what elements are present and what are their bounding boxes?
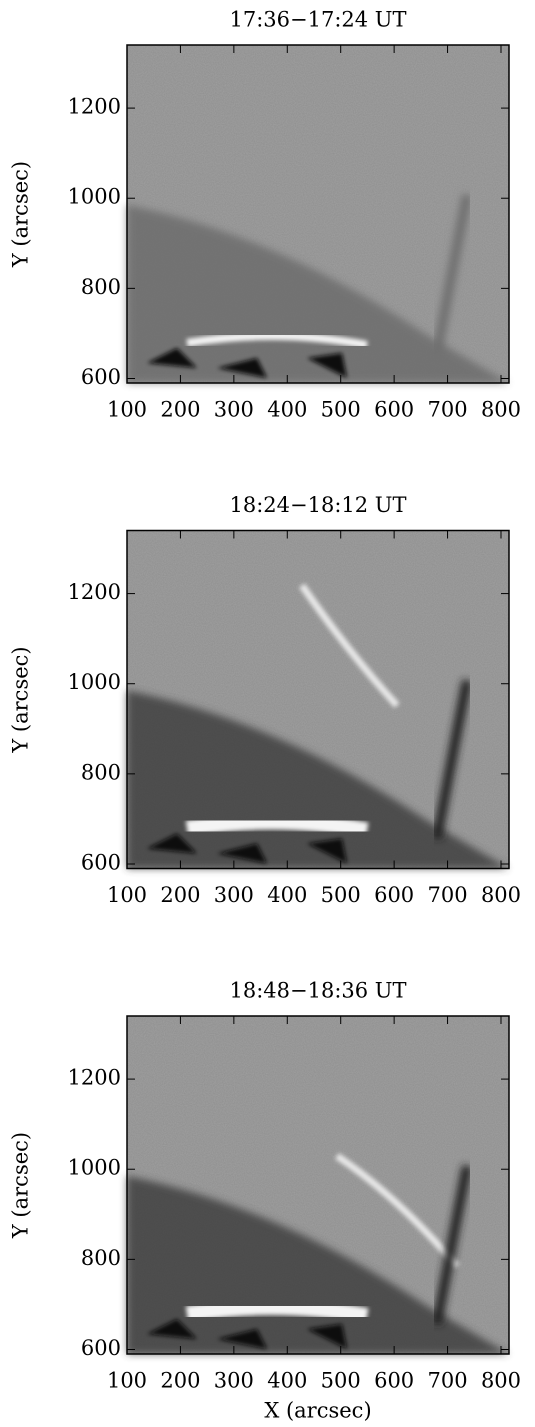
x-tick-label: 300 [214,1369,254,1393]
x-tick-label: 800 [481,883,521,907]
y-tick-label: 600 [81,365,121,389]
bright-band [185,1299,369,1324]
x-tick-label: 700 [428,883,468,907]
x-tick-label: 400 [267,398,307,422]
loop [299,583,400,708]
plot-frame [126,1015,510,1355]
jet [432,194,472,354]
y-tick-label: 1200 [68,95,121,119]
image-panel [126,44,510,384]
x-tick-label: 200 [160,398,200,422]
bright-band [185,813,369,839]
x-tick-label: 800 [481,1369,521,1393]
x-tick-label: 100 [107,398,147,422]
x-tick-label: 600 [374,1369,414,1393]
y-axis-label: Y (arcsec) [9,646,33,753]
x-tick-label: 200 [160,883,200,907]
y-tick-label: 600 [81,1336,121,1360]
jet [432,1165,472,1325]
y-tick-label: 1200 [68,1066,121,1090]
y-axis-label: Y (arcsec) [9,1132,33,1239]
x-tick-label: 500 [321,1369,361,1393]
bright-band [186,332,368,349]
x-tick-label: 500 [321,883,361,907]
y-axis-label: Y (arcsec) [9,161,33,268]
x-tick-label: 300 [214,883,254,907]
plot-frame [126,44,510,384]
y-tick-label: 800 [81,1246,121,1270]
dark-patches [147,1319,347,1349]
dark-patches [147,833,347,864]
x-tick-label: 100 [107,883,147,907]
y-tick-label: 1000 [68,670,121,694]
x-tick-label: 400 [267,883,307,907]
image-panel [126,529,510,870]
x-tick-label: 700 [428,1369,468,1393]
panel-title: 18:24−18:12 UT [229,493,406,517]
x-tick-label: 300 [214,398,254,422]
panel-title: 17:36−17:24 UT [229,8,406,32]
x-tick-label: 200 [160,1369,200,1393]
x-tick-label: 500 [321,398,361,422]
plot-frame [126,529,510,870]
y-tick-label: 1000 [68,1156,121,1180]
panel-title: 18:48−18:36 UT [229,979,406,1003]
loop [335,1153,460,1269]
y-tick-label: 1000 [68,185,121,209]
y-tick-label: 800 [81,760,121,784]
x-tick-label: 600 [374,398,414,422]
y-tick-label: 800 [81,275,121,299]
x-tick-label: 100 [107,1369,147,1393]
y-tick-label: 600 [81,850,121,874]
x-tick-label: 600 [374,883,414,907]
jet [432,679,472,840]
y-tick-label: 1200 [68,580,121,604]
x-tick-label: 800 [481,398,521,422]
x-tick-label: 400 [267,1369,307,1393]
dark-patches [147,348,347,378]
x-axis-label: X (arcsec) [264,1399,371,1423]
image-panel [126,1015,510,1355]
x-tick-label: 700 [428,398,468,422]
